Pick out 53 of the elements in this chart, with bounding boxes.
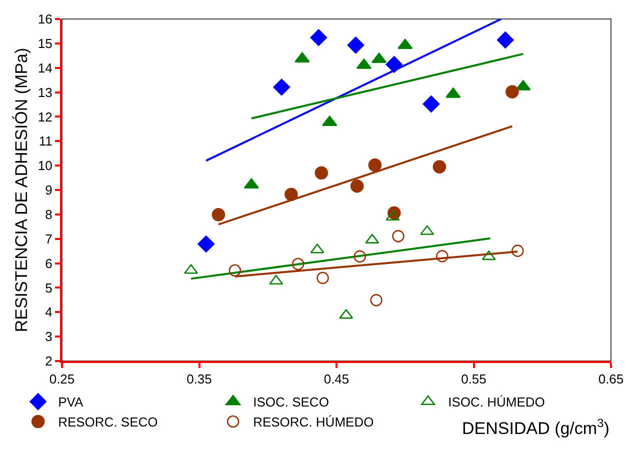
point [314,166,328,180]
y-axis-title: RESISTENCIA DE ADHESIÓN (MPa) [12,48,31,332]
point [354,250,366,263]
point [269,274,284,285]
y-tick-label: 4 [45,304,52,320]
x-tick-label: 0.35 [186,372,212,387]
y-tick-label: 15 [38,36,52,51]
point [422,96,440,112]
point [310,29,328,46]
y-tick-label: 9 [45,182,52,198]
point [228,264,242,277]
y-tick-label: 8 [45,206,52,222]
point [496,32,514,48]
y-tick-label: 11 [38,134,52,149]
point [392,230,404,242]
y-tick-label: 12 [38,109,52,124]
legend-label: ISOC. SECO [253,394,329,410]
point [212,208,226,222]
x-tick-label: 0.25 [49,372,75,387]
y-tick-label: 6 [45,256,52,271]
legend-label: RESORC. HÚMEDO [253,414,374,430]
point [436,250,448,262]
y-tick-label: 16 [38,12,52,27]
point [350,179,364,193]
y-tick-label: 13 [38,84,52,100]
legend-label: RESORC. SECO [58,414,158,430]
point [386,210,400,221]
x-axis-title: DENSIDAD (g/cm$^{3}$) [462,416,610,438]
y-tick-label: 10 [38,158,52,174]
y-tick-label: 2 [45,354,52,369]
point [368,158,382,172]
point [347,36,364,54]
point [432,160,446,174]
point [398,38,413,50]
point [292,258,304,270]
y-tick-label: 5 [45,280,52,296]
point [284,188,298,202]
x-tick-label: 0.45 [324,372,350,387]
y-tick-label: 14 [38,60,52,76]
point [386,56,403,73]
point [512,244,524,257]
x-tick-label: 0.65 [598,372,624,387]
point [273,78,290,96]
point [316,272,329,284]
point [198,236,215,252]
point [506,85,519,98]
point [244,178,259,189]
x-tick-label: 0.55 [461,372,486,387]
point [370,294,382,306]
legend-label: PVA [58,394,84,410]
legend-label: ISOC. HÚMEDO [448,394,545,410]
y-tick-label: 3 [45,329,52,344]
y-tick-label: 7 [45,231,52,246]
